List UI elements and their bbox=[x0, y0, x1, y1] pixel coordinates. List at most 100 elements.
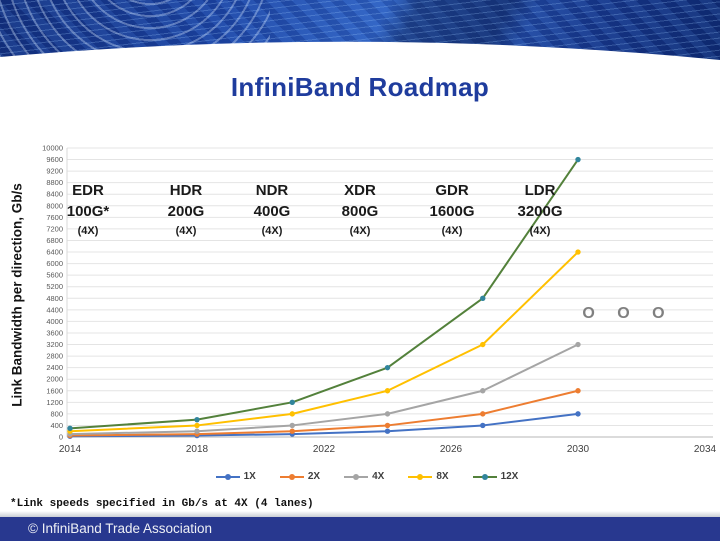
data-point-4x bbox=[480, 388, 486, 394]
legend-item-8x: 8X bbox=[408, 471, 449, 482]
x-tick-label: 2014 bbox=[59, 444, 82, 455]
legend-marker-dot bbox=[288, 473, 295, 480]
generation-name: LDR bbox=[524, 182, 556, 199]
y-tick-label: 4000 bbox=[46, 317, 63, 326]
generation-lanes: (4X) bbox=[261, 225, 283, 237]
y-tick-label: 400 bbox=[50, 421, 63, 430]
generation-speed: 400G bbox=[253, 203, 291, 220]
y-tick-label: 0 bbox=[59, 433, 63, 442]
legend-marker-dot bbox=[417, 473, 424, 480]
y-tick-label: 5200 bbox=[46, 282, 63, 291]
legend-marker-dot bbox=[481, 473, 488, 480]
chart-legend: 1X 2X 4X 8X 12X bbox=[0, 471, 720, 482]
data-point-1x bbox=[480, 422, 486, 429]
generation-label-edr: EDR 100G* (4X) bbox=[67, 181, 110, 240]
series-line-8x bbox=[69, 251, 579, 433]
generation-label-gdr: GDR 1600G (4X) bbox=[429, 181, 474, 240]
data-point-12x bbox=[480, 295, 486, 301]
generation-name: XDR bbox=[344, 182, 376, 199]
generation-lanes: (4X) bbox=[441, 225, 463, 237]
x-tick-label: 2022 bbox=[313, 444, 336, 455]
series-line-12x bbox=[69, 158, 579, 430]
footer-bar: © InfiniBand Trade Association bbox=[0, 517, 720, 541]
series-line-4x bbox=[69, 343, 579, 436]
data-point-2x bbox=[575, 388, 581, 394]
legend-label: 1X bbox=[243, 471, 256, 482]
footer-separator bbox=[0, 511, 720, 517]
y-tick-label: 2800 bbox=[46, 352, 63, 361]
y-tick-label: 1600 bbox=[46, 386, 63, 395]
legend-item-1x: 1X bbox=[215, 471, 256, 482]
header-banner bbox=[0, 0, 720, 65]
y-tick-label: 9200 bbox=[46, 167, 63, 176]
y-tick-label: 8000 bbox=[46, 201, 63, 210]
series-line-2x bbox=[69, 389, 579, 437]
legend-marker-dot bbox=[353, 473, 360, 480]
generation-label-hdr: HDR 200G (4X) bbox=[168, 181, 205, 240]
y-tick-label: 2400 bbox=[46, 363, 63, 372]
legend-marker-dot bbox=[224, 473, 231, 480]
y-tick-label: 4400 bbox=[46, 305, 63, 314]
data-point-4x bbox=[384, 411, 391, 417]
legend-item-2x: 2X bbox=[279, 471, 321, 482]
y-tick-label: 1200 bbox=[46, 398, 63, 407]
legend-label: 4X bbox=[372, 471, 385, 482]
y-tick-label: 5600 bbox=[46, 271, 63, 280]
data-point-2x bbox=[289, 428, 295, 434]
data-point-4x bbox=[194, 428, 200, 434]
generation-name: EDR bbox=[72, 182, 104, 199]
legend-marker bbox=[215, 473, 240, 480]
data-point-4x bbox=[289, 422, 295, 429]
banner-swoosh bbox=[0, 41, 720, 65]
data-point-12x bbox=[289, 399, 295, 406]
y-tick-label: 7200 bbox=[46, 224, 63, 233]
data-point-8x bbox=[480, 341, 486, 348]
y-tick-label: 9600 bbox=[46, 155, 63, 164]
data-point-8x bbox=[575, 249, 581, 255]
page-title: InfiniBand Roadmap bbox=[230, 72, 490, 102]
generation-label-xdr: XDR 800G (4X) bbox=[342, 181, 379, 240]
copyright-text: © InfiniBand Trade Association bbox=[28, 521, 213, 536]
generation-lanes: (4X) bbox=[175, 225, 197, 237]
generation-speed: 1600G bbox=[429, 203, 475, 220]
y-tick-label: 3200 bbox=[46, 340, 63, 349]
data-point-12x bbox=[67, 425, 73, 432]
y-tick-label: 8800 bbox=[46, 178, 63, 187]
data-point-2x bbox=[384, 422, 391, 429]
legend-label: 12X bbox=[500, 471, 519, 482]
y-tick-label: 7600 bbox=[46, 213, 63, 222]
generation-speed: 100G* bbox=[66, 203, 110, 220]
generation-name: GDR bbox=[435, 182, 469, 199]
data-point-4x bbox=[575, 341, 581, 348]
legend-marker bbox=[408, 473, 433, 480]
data-point-8x bbox=[194, 422, 200, 429]
generation-speed: 3200G bbox=[517, 203, 563, 220]
legend-label: 8X bbox=[436, 471, 449, 482]
data-point-1x bbox=[384, 428, 391, 434]
legend-marker bbox=[344, 473, 369, 480]
y-tick-label: 800 bbox=[50, 409, 63, 418]
data-point-12x bbox=[384, 364, 391, 371]
y-tick-label: 4800 bbox=[46, 294, 63, 303]
future-ellipsis: O O O bbox=[582, 305, 674, 322]
data-point-8x bbox=[384, 388, 391, 394]
y-tick-label: 3600 bbox=[46, 328, 63, 337]
y-tick-label: 8400 bbox=[46, 190, 63, 199]
data-point-2x bbox=[480, 411, 486, 417]
generation-label-ndr: NDR 400G (4X) bbox=[254, 181, 291, 240]
y-tick-label: 6400 bbox=[46, 248, 63, 257]
legend-marker bbox=[279, 473, 304, 480]
x-tick-label: 2030 bbox=[567, 444, 590, 455]
legend-label: 2X bbox=[307, 471, 321, 482]
legend-marker bbox=[472, 473, 497, 480]
data-point-12x bbox=[194, 416, 200, 423]
data-point-1x bbox=[575, 411, 581, 417]
data-point-12x bbox=[575, 156, 581, 163]
x-tick-label: 2026 bbox=[440, 444, 463, 455]
x-tick-label: 2034 bbox=[694, 444, 717, 455]
generation-lanes: (4X) bbox=[529, 225, 551, 237]
data-point-8x bbox=[289, 411, 295, 417]
y-tick-label: 6800 bbox=[46, 236, 63, 245]
legend-item-4x: 4X bbox=[344, 471, 384, 482]
